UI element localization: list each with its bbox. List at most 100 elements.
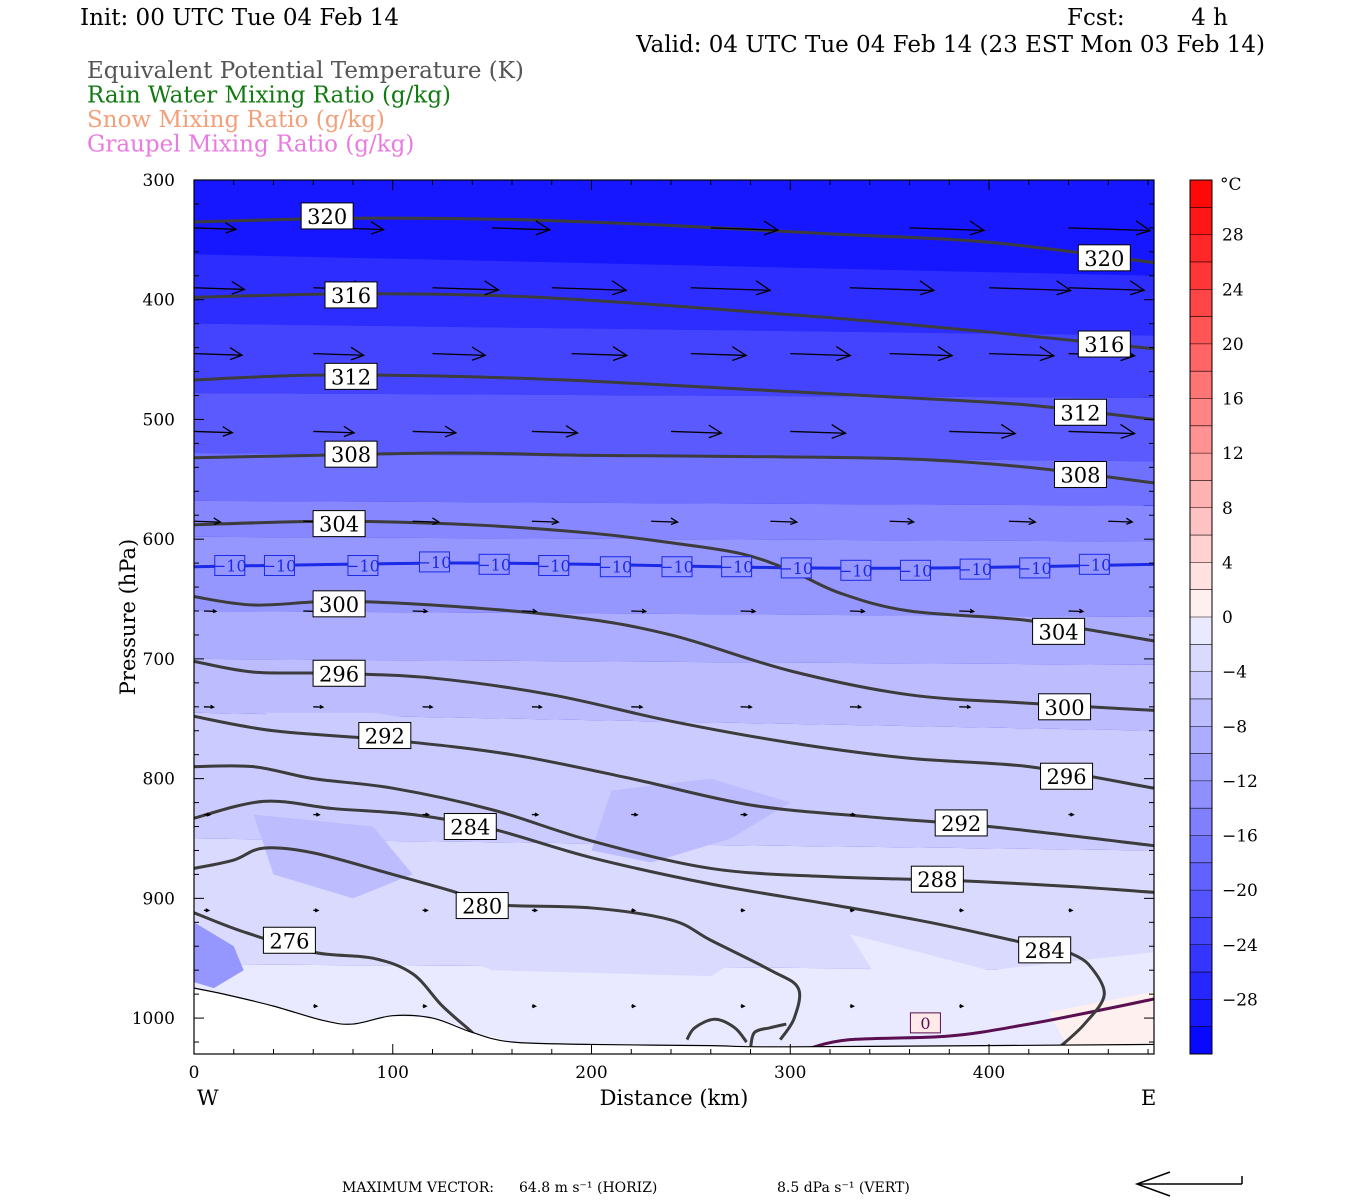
svg-text:−10: −10 (839, 561, 873, 580)
temperature-contour-label: −10 (779, 557, 813, 579)
forecast-label: Fcst: (1067, 5, 1125, 31)
wind-vector (959, 608, 976, 614)
wind-vector (889, 517, 916, 525)
forecast-hours: 4 h (1191, 5, 1228, 31)
wind-vector (194, 280, 246, 295)
wind-vector (959, 1004, 965, 1009)
wind-vector (313, 1004, 319, 1009)
wind-vectors (194, 220, 1152, 1009)
theta-e-label: 288 (910, 865, 964, 893)
colorbar-tick-label: −8 (1222, 717, 1247, 737)
wind-vector (422, 908, 429, 913)
theta-e-contour (749, 1022, 787, 1049)
svg-text:276: 276 (269, 929, 309, 953)
x-tick-label: 300 (774, 1063, 806, 1083)
x-axis: 0 100 200 300 400 (189, 180, 1149, 1083)
svg-text:−10: −10 (263, 557, 297, 576)
wind-vector (432, 346, 487, 361)
wind-vector (521, 608, 538, 614)
wind-vector (710, 220, 780, 236)
shading-band (194, 180, 1154, 276)
theta-e-contour (194, 911, 486, 1046)
svg-text:304: 304 (1039, 620, 1079, 644)
wind-vector (313, 704, 325, 709)
y-tick-label: 400 (143, 291, 175, 311)
wind-vector (740, 812, 749, 817)
colorbar-swatch (1190, 289, 1212, 318)
wind-vector (1068, 608, 1085, 614)
wind-vector (849, 280, 936, 296)
theta-e-contour (1057, 950, 1106, 1050)
temperature-colorbar: 28 24 20 16 12 8 4 0 −4 −8 −12 −16 −20 −24 −28 (1189, 179, 1258, 1055)
y-tick-label: 700 (143, 650, 175, 670)
wind-vector (422, 812, 431, 817)
y-tick-label: 1000 (132, 1009, 175, 1029)
theta-e-label: 280 (455, 892, 509, 920)
svg-text:−10: −10 (1077, 555, 1111, 574)
y-tick-label: 500 (143, 410, 175, 430)
y-tick-label: 600 (143, 530, 175, 550)
theta-e-label: 276 (262, 926, 316, 954)
x-axis-label: Distance (km) (600, 1086, 749, 1110)
theta-e-label: 300 (312, 590, 366, 618)
colorbar-tick-label: −20 (1222, 881, 1258, 901)
temperature-contour-label: −10 (720, 556, 753, 578)
wind-vector (551, 280, 628, 296)
svg-text:−10: −10 (213, 557, 247, 576)
wind-vector (909, 220, 986, 236)
shading-band (194, 611, 1154, 665)
svg-text:−10: −10 (477, 555, 511, 574)
colorbar-tick-label: 16 (1222, 390, 1244, 410)
x-tick-label: 100 (377, 1063, 409, 1083)
theta-e-label: 296 (312, 659, 366, 687)
svg-text:−10: −10 (537, 557, 571, 576)
theta-e-label: 304 (312, 510, 366, 538)
wind-vector (849, 1004, 855, 1009)
wind-vector (531, 517, 560, 526)
y-tick-label: 900 (143, 889, 175, 909)
wind-vector (531, 1004, 537, 1009)
svg-text:−10: −10 (660, 558, 694, 577)
svg-text:296: 296 (319, 662, 359, 686)
wind-vector (194, 426, 234, 437)
colorbar-swatch (1190, 535, 1212, 563)
theta-e-label: 320 (300, 202, 354, 230)
wind-vector (1068, 220, 1152, 236)
wind-vector (740, 908, 746, 913)
wind-vector (203, 812, 212, 817)
wind-vector (571, 346, 629, 362)
colorbar-swatch (1190, 972, 1212, 1000)
shading-band (194, 452, 1154, 506)
temperature-contour-label: −10 (346, 555, 380, 577)
colorbar-swatch (1190, 453, 1212, 481)
wind-vector (203, 908, 211, 913)
shading-band (194, 393, 1154, 462)
wind-vector (194, 222, 238, 234)
colorbar-swatch (1190, 917, 1212, 946)
svg-text:300: 300 (319, 593, 359, 617)
wind-vector (432, 280, 500, 296)
wind-vector (690, 346, 748, 362)
wind-vector (740, 1004, 746, 1009)
legend-entry: Graupel Mixing Ratio (g/kg) (87, 132, 414, 158)
wind-vector (1008, 517, 1037, 526)
colorbar-swatch (1190, 671, 1212, 700)
wind-vector (889, 346, 954, 362)
wind-vector (631, 812, 639, 817)
svg-text:−10: −10 (346, 557, 380, 576)
shading-band (194, 323, 1154, 398)
svg-text:296: 296 (1046, 765, 1086, 789)
y-tick-label: 300 (143, 171, 175, 191)
colorbar-tick-label: −12 (1222, 772, 1258, 792)
temperature-contour-label: −10 (418, 551, 451, 573)
colorbar-tick-label: 24 (1222, 280, 1244, 300)
svg-text:316: 316 (1084, 333, 1124, 357)
wind-vector (740, 704, 753, 709)
svg-text:304: 304 (319, 513, 359, 537)
field-legend: Equivalent Potential Temperature (K)Rain… (87, 58, 524, 158)
theta-e-label: 284 (1018, 936, 1072, 964)
svg-text:320: 320 (1084, 247, 1124, 271)
theta-e-label: 316 (1077, 330, 1131, 358)
theta-e-label: 292 (358, 722, 412, 750)
colorbar-swatch (1190, 808, 1212, 836)
